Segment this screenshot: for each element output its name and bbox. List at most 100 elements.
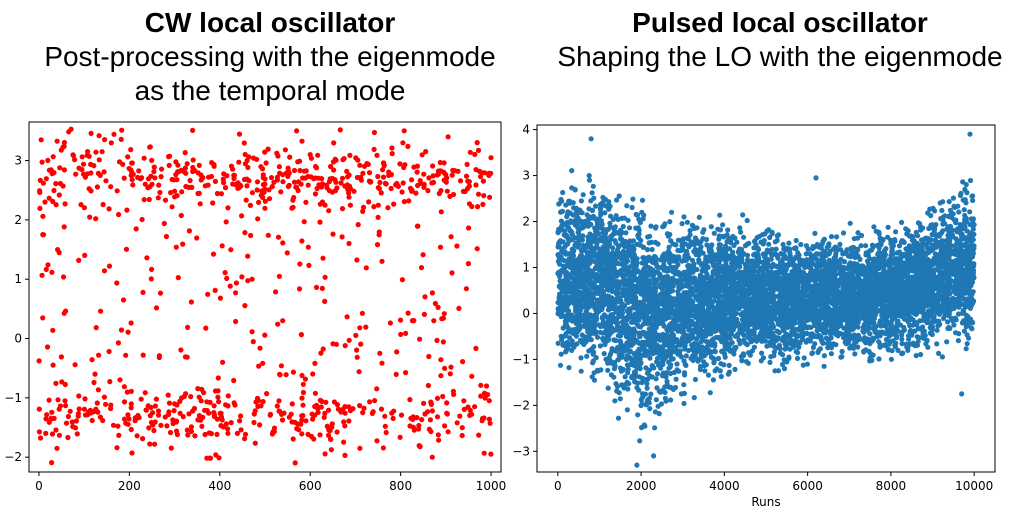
data-point	[65, 413, 71, 420]
data-point	[155, 195, 161, 201]
data-point	[409, 177, 415, 183]
data-point	[753, 242, 759, 248]
data-point	[588, 198, 594, 204]
data-point	[278, 189, 284, 195]
data-point	[156, 353, 162, 359]
data-point	[79, 166, 85, 173]
data-point	[114, 280, 120, 286]
data-point	[342, 404, 348, 410]
data-point	[315, 152, 321, 158]
data-point	[53, 202, 59, 208]
data-point	[120, 161, 126, 167]
data-point	[173, 172, 179, 178]
data-point	[225, 393, 231, 399]
data-point	[346, 404, 352, 410]
data-point	[459, 425, 465, 431]
plot-frame	[536, 124, 996, 473]
data-point	[257, 422, 263, 428]
data-point	[804, 361, 811, 367]
data-point	[80, 171, 87, 177]
data-point	[290, 369, 296, 375]
data-point	[428, 399, 434, 405]
data-point	[182, 165, 188, 171]
data-point	[174, 431, 180, 438]
data-point	[434, 337, 440, 343]
data-point	[839, 354, 845, 360]
data-point	[644, 247, 651, 253]
data-point	[353, 332, 359, 338]
data-point	[639, 197, 646, 203]
data-point	[759, 350, 765, 356]
data-point	[216, 399, 222, 405]
data-point	[238, 413, 244, 419]
data-point	[266, 187, 272, 193]
data-point	[206, 430, 212, 436]
data-point	[280, 179, 286, 185]
data-point	[390, 415, 396, 421]
data-point	[199, 386, 205, 392]
data-point	[72, 362, 78, 368]
x-tick-label: 1000	[476, 479, 507, 493]
data-point	[164, 423, 170, 429]
data-point	[49, 171, 55, 177]
data-point	[128, 426, 134, 433]
data-point	[225, 403, 231, 409]
data-point	[357, 445, 363, 451]
data-point	[326, 179, 332, 185]
data-point	[698, 239, 704, 245]
data-point	[163, 233, 169, 240]
data-point	[319, 181, 326, 187]
right-panel-subtitle-line1: Shaping the LO with the eigenmode	[557, 41, 1003, 72]
data-point	[379, 258, 385, 264]
data-point	[115, 423, 121, 429]
data-point	[57, 403, 64, 409]
data-point	[487, 194, 493, 200]
data-point	[456, 305, 462, 311]
data-point	[426, 175, 432, 181]
data-point	[725, 371, 732, 377]
data-point	[333, 179, 339, 185]
data-point	[312, 390, 318, 396]
data-point	[488, 155, 494, 161]
data-point	[138, 396, 144, 402]
data-point	[380, 160, 387, 166]
data-point	[165, 392, 171, 398]
data-point	[800, 362, 806, 368]
data-point	[401, 128, 407, 134]
data-point	[421, 184, 427, 190]
data-point	[103, 401, 109, 407]
data-point	[653, 397, 660, 403]
data-point	[233, 318, 239, 325]
data-point	[196, 162, 202, 168]
data-point	[250, 155, 257, 161]
data-point	[437, 159, 443, 166]
data-point	[934, 327, 940, 333]
data-point	[555, 311, 561, 317]
data-point	[100, 201, 106, 208]
data-point	[440, 393, 446, 400]
data-point	[681, 382, 687, 388]
data-point	[233, 290, 239, 296]
data-point	[608, 233, 614, 239]
data-point	[628, 319, 635, 325]
data-point	[640, 269, 647, 276]
data-point	[653, 324, 659, 331]
data-point	[342, 183, 348, 189]
data-point	[403, 330, 409, 336]
data-point	[327, 428, 333, 434]
data-point	[386, 172, 392, 178]
data-point	[305, 431, 311, 437]
data-point	[444, 410, 450, 416]
data-point	[283, 372, 289, 378]
data-point	[236, 159, 242, 165]
data-point	[405, 310, 411, 316]
data-point	[175, 275, 181, 281]
data-point	[98, 308, 104, 314]
data-point	[287, 154, 293, 160]
data-point	[410, 424, 416, 430]
data-point	[230, 181, 236, 187]
data-point	[442, 423, 448, 429]
data-point	[360, 204, 367, 210]
data-point	[383, 429, 389, 436]
data-point	[203, 325, 209, 331]
